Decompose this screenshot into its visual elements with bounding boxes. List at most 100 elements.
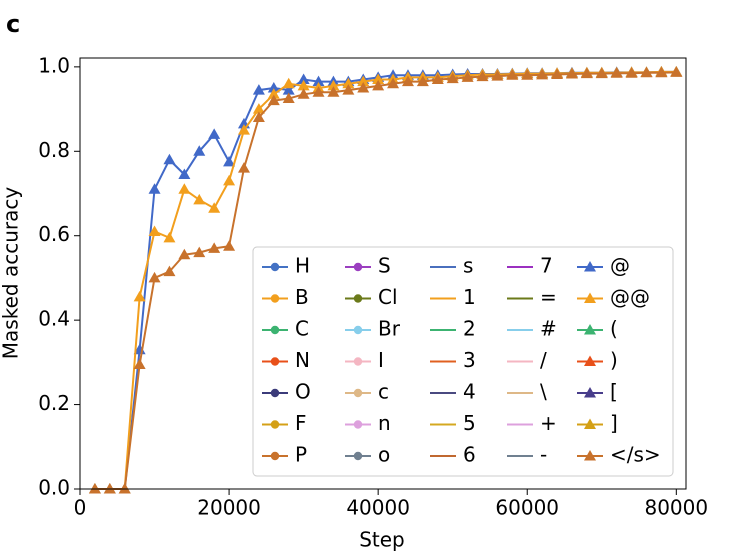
point	[133, 290, 146, 302]
x-tick-label: 40000	[346, 496, 410, 520]
y-tick-label: 1.0	[38, 53, 70, 77]
x-tick-label: 60000	[495, 496, 559, 520]
panel-label: c	[6, 10, 20, 38]
legend-marker	[353, 451, 363, 461]
point	[610, 67, 623, 78]
legend-marker	[353, 262, 363, 272]
point	[267, 88, 280, 99]
legend-marker	[584, 355, 596, 366]
point	[491, 70, 504, 81]
point	[133, 358, 146, 369]
legend-label: n	[378, 411, 391, 435]
point	[297, 79, 310, 91]
point	[193, 193, 206, 205]
legend-marker	[353, 420, 363, 429]
point	[178, 183, 191, 194]
point	[282, 84, 295, 95]
legend-label: S	[378, 254, 391, 278]
point	[193, 145, 206, 156]
point	[595, 67, 608, 79]
legend-label: s	[463, 254, 473, 278]
point	[580, 67, 593, 79]
point	[118, 483, 131, 494]
point	[342, 77, 355, 89]
series-line	[94, 71, 677, 490]
legend-label: )	[610, 348, 618, 372]
legend-label: +	[540, 411, 557, 435]
point	[88, 483, 101, 494]
point	[357, 75, 370, 87]
plot-area	[88, 65, 683, 494]
point	[223, 174, 236, 186]
point	[357, 81, 370, 93]
point	[237, 124, 250, 135]
legend-label: H	[295, 254, 310, 278]
legend-marker	[584, 418, 596, 429]
legend-label: I	[378, 348, 384, 372]
legend-label: Br	[378, 317, 401, 341]
point	[521, 69, 534, 80]
legend-label: -	[540, 443, 547, 467]
legend-marker	[353, 357, 363, 366]
point	[103, 483, 116, 494]
point	[297, 88, 310, 99]
point	[446, 72, 459, 84]
legend-label: Cl	[378, 285, 398, 309]
y-tick-label: 0.8	[38, 138, 70, 162]
point	[163, 265, 176, 277]
x-axis-label: Step	[359, 528, 405, 552]
x-tick-label: 20000	[197, 496, 261, 520]
point	[565, 68, 578, 79]
legend-label: o	[378, 443, 390, 467]
legend-label: c	[378, 380, 389, 404]
legend-label: </s>	[610, 443, 661, 467]
point	[461, 71, 474, 82]
point	[178, 248, 191, 260]
legend-marker	[584, 387, 596, 398]
point	[401, 75, 414, 87]
x-tick-label: 80000	[644, 496, 708, 520]
point	[551, 68, 564, 79]
point	[327, 79, 340, 91]
point	[223, 155, 236, 167]
point	[178, 168, 191, 180]
point	[297, 73, 310, 85]
point	[655, 66, 668, 78]
point	[670, 66, 683, 77]
legend-marker	[584, 292, 596, 303]
y-tick-label: 0.6	[38, 222, 70, 246]
legend-label: B	[295, 285, 309, 309]
legend-label: [	[610, 380, 618, 404]
point	[342, 84, 355, 95]
point	[208, 242, 221, 253]
point	[625, 67, 638, 78]
y-tick-label: 0.0	[38, 476, 70, 500]
y-tick-label: 0.2	[38, 391, 70, 415]
point	[208, 128, 221, 139]
legend-marker	[270, 451, 280, 461]
point	[387, 77, 400, 89]
point	[312, 86, 325, 97]
legend-label: =	[540, 285, 557, 309]
point	[193, 246, 206, 258]
point	[148, 183, 161, 194]
point	[237, 162, 250, 173]
legend-label: P	[295, 443, 307, 467]
legend-box	[252, 246, 674, 477]
y-tick-label: 0.4	[38, 307, 70, 331]
point	[267, 94, 280, 106]
point	[252, 111, 265, 123]
legend-label: 2	[463, 317, 476, 341]
legend-label: O	[295, 380, 311, 404]
legend-marker	[584, 450, 596, 461]
legend-label: (	[610, 317, 618, 341]
point	[267, 81, 280, 93]
point	[476, 70, 489, 82]
point	[252, 84, 265, 95]
legend-label: @	[610, 254, 630, 278]
legend-marker	[270, 420, 280, 429]
point	[223, 240, 236, 251]
point	[148, 225, 161, 236]
legend-marker	[270, 262, 280, 272]
